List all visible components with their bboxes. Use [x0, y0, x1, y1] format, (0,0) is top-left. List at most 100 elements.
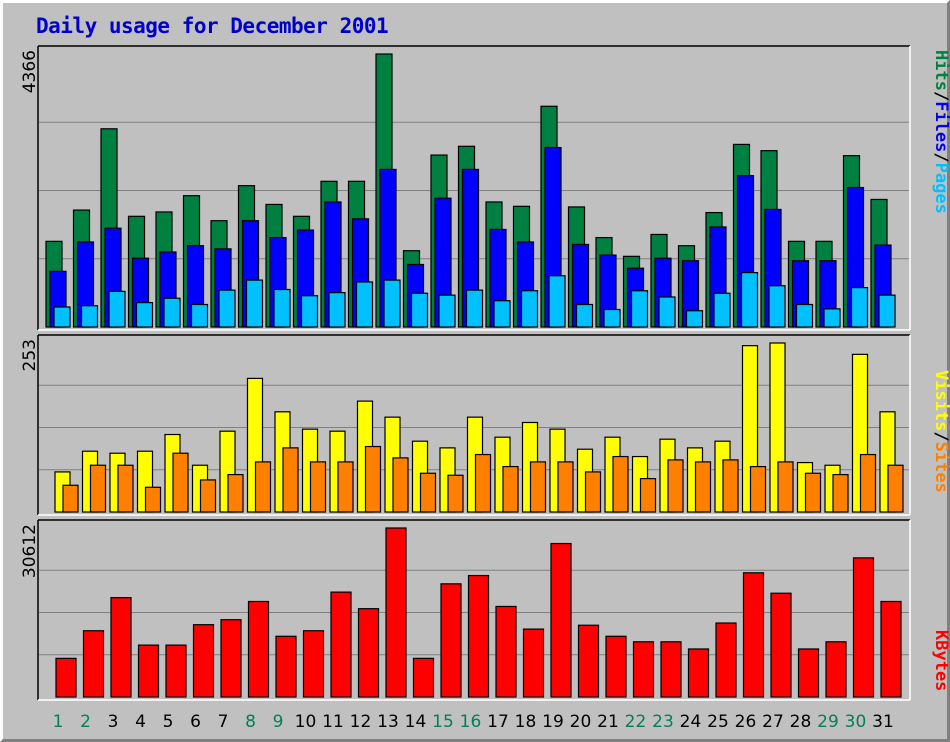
bar-sites	[749, 465, 767, 513]
bar-kbytes	[495, 605, 517, 698]
x-tick-label: 7	[218, 712, 229, 732]
bar-kbytes	[770, 592, 792, 698]
x-tick-label: 21	[597, 712, 619, 732]
legend-hits: Hits	[931, 50, 950, 91]
bar-pages	[328, 292, 346, 328]
bar-sites	[447, 474, 464, 513]
bar-pages	[300, 295, 319, 328]
bar-kbytes	[715, 622, 737, 698]
bar-pages	[493, 300, 511, 328]
bar-kbytes	[577, 624, 600, 698]
bar-pages	[768, 285, 786, 328]
bar-pages	[135, 302, 154, 328]
bar-sites	[777, 461, 794, 513]
bar-pages	[190, 303, 209, 328]
bar-pages	[795, 303, 814, 328]
legend: Hits/Files/Pages	[931, 50, 950, 214]
x-tick-label: 1	[53, 712, 64, 732]
bar-sites	[804, 472, 822, 513]
bar-kbytes	[467, 574, 490, 698]
bar-kbytes	[632, 641, 655, 698]
bar-kbytes	[550, 542, 572, 698]
x-tick-label: 16	[460, 712, 482, 732]
bar-kbytes	[330, 591, 352, 698]
bar-sites	[199, 479, 217, 513]
bar-kbytes	[385, 527, 407, 698]
bar-kbytes	[165, 644, 187, 698]
bar-kbytes	[82, 630, 105, 698]
x-tick-label: 20	[570, 712, 592, 732]
bar-sites	[364, 445, 382, 513]
bar-sites	[337, 461, 354, 513]
bar-pages	[685, 310, 704, 328]
bar-sites	[282, 447, 299, 513]
bar-sites	[309, 461, 327, 513]
page-title: Daily usage for December 2001	[36, 14, 389, 38]
bar-pages	[245, 279, 264, 328]
bar-sites	[502, 465, 519, 513]
bar-kbytes	[605, 635, 627, 698]
bar-kbytes	[357, 608, 380, 698]
bar-pages	[465, 289, 484, 328]
x-tick-label: 3	[108, 712, 119, 732]
bar-kbytes	[687, 648, 710, 698]
legend-sites: Sites	[931, 442, 950, 493]
bar-sites	[694, 461, 712, 513]
bar-sites	[392, 457, 409, 513]
bar-pages	[355, 281, 374, 328]
legend: KBytes	[931, 630, 950, 691]
bar-kbytes	[412, 657, 435, 698]
bar-kbytes	[797, 648, 820, 698]
x-tick-label: 13	[377, 712, 399, 732]
bar-kbytes	[302, 630, 325, 698]
bar-sites	[62, 484, 79, 513]
chart-panel-visits-sites: 253 Visits/Sites	[20, 334, 950, 516]
bar-kbytes	[825, 641, 847, 698]
x-tick-label: 26	[735, 712, 757, 732]
bar-kbytes	[440, 583, 462, 698]
bar-sites	[859, 453, 877, 513]
x-tick-label: 4	[135, 712, 146, 732]
bar-pages	[273, 288, 291, 328]
bar-sites	[172, 452, 189, 513]
bar-pages	[163, 297, 181, 328]
bar-pages	[740, 272, 759, 328]
bar-sites	[612, 455, 629, 513]
bar-sites	[667, 459, 684, 513]
bar-kbytes	[110, 597, 132, 698]
bar-sites	[144, 486, 162, 513]
bar-pages	[878, 294, 896, 328]
bar-kbytes	[275, 635, 297, 698]
x-tick-label: 29	[817, 712, 839, 732]
y-max-label: 30612	[20, 524, 40, 578]
x-tick-label: 30	[845, 712, 867, 732]
legend-separator: /	[931, 152, 950, 162]
bar-sites	[584, 471, 602, 513]
bar-kbytes	[880, 600, 902, 698]
x-tick-label: 6	[190, 712, 201, 732]
x-tick-label: 11	[322, 712, 344, 732]
legend-kbytes: KBytes	[931, 630, 950, 691]
x-tick-label: 24	[680, 712, 702, 732]
bar-kbytes	[137, 644, 160, 698]
bar-pages	[80, 305, 99, 328]
x-tick-label: 12	[350, 712, 372, 732]
x-tick-label: 19	[542, 712, 564, 732]
bar-kbytes	[852, 557, 875, 698]
bar-sites	[117, 464, 134, 513]
x-tick-label: 18	[515, 712, 537, 732]
legend-visits: Visits	[931, 370, 950, 431]
bar-pages	[548, 275, 566, 328]
bar-pages	[410, 292, 429, 328]
bar-sites	[89, 464, 107, 513]
bar-kbytes	[247, 600, 270, 698]
bar-sites	[639, 478, 657, 513]
bar-kbytes	[522, 628, 545, 698]
bar-sites	[887, 464, 904, 513]
x-tick-label: 2	[80, 712, 91, 732]
legend: Visits/Sites	[931, 370, 950, 493]
x-tick-label: 25	[707, 712, 729, 732]
bar-sites	[529, 461, 547, 513]
y-max-label: 253	[20, 339, 40, 371]
